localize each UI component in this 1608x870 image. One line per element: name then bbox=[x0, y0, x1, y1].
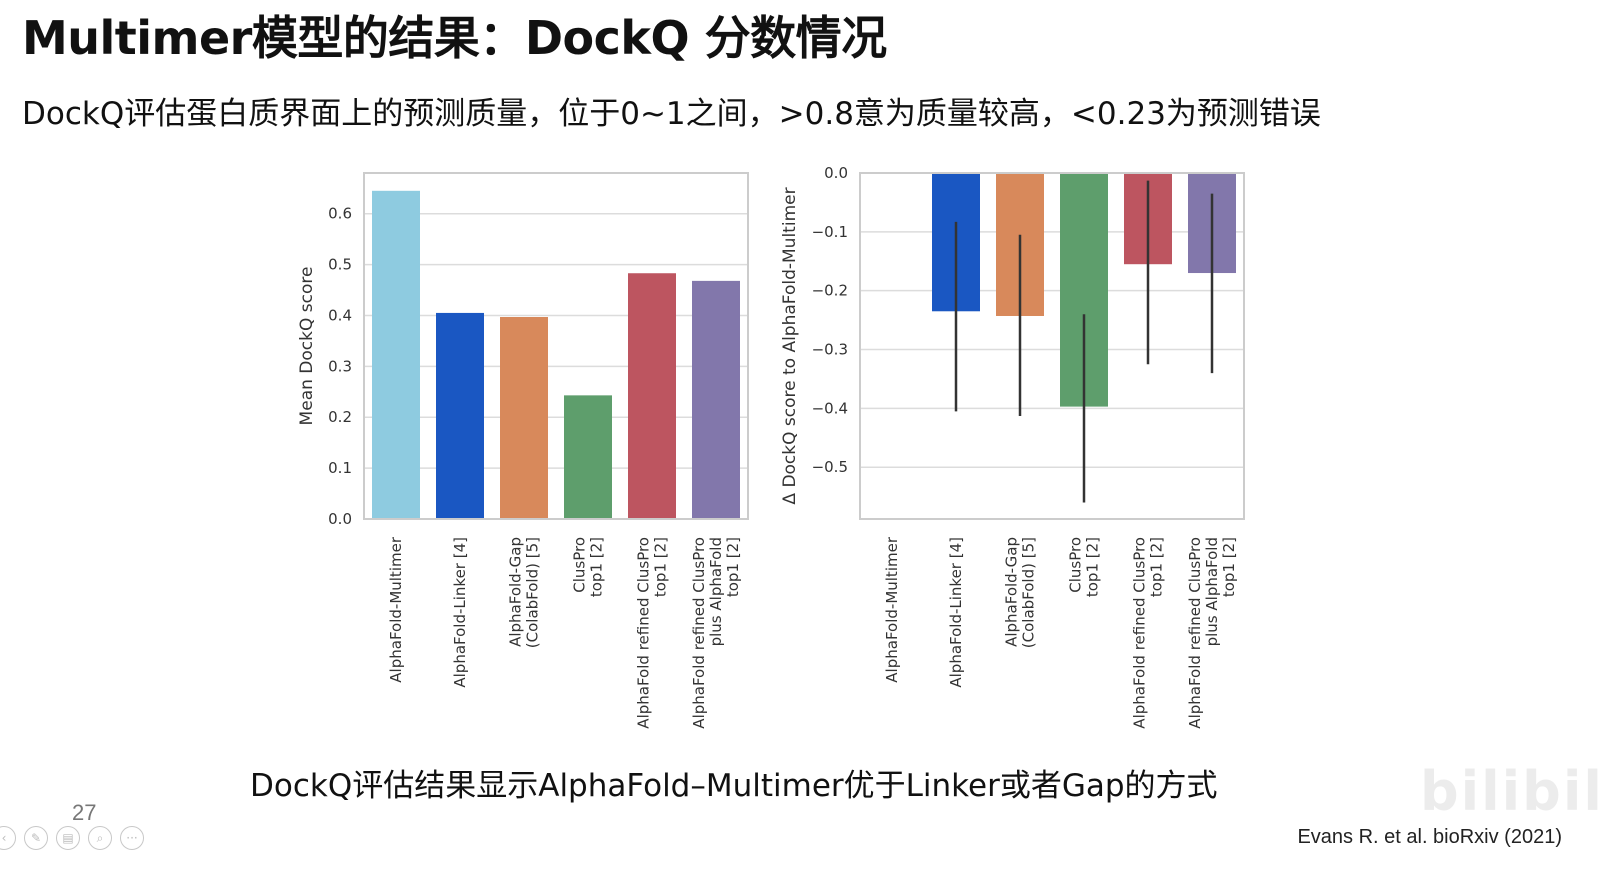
x-category-label: top1 [2] bbox=[724, 537, 742, 597]
x-category-label: (ColabFold) [5] bbox=[524, 537, 542, 648]
delta-dockq-chart: 0.0 −0.1 −0.2 −0.3 −0.4 −0.5 AlphaFold-Multime… bbox=[780, 164, 1245, 729]
x-category-label: AlphaFold refined ClusPro bbox=[690, 537, 708, 729]
x-category-label: top1 [2] bbox=[588, 537, 606, 597]
page-number: 27 bbox=[72, 800, 97, 825]
y-tick-label: 0.1 bbox=[328, 459, 352, 477]
y-tick-label: −0.2 bbox=[812, 282, 848, 300]
y-axis-label: Δ DockQ score to AlphaFold-Multimer bbox=[780, 187, 800, 504]
bar bbox=[372, 190, 420, 519]
bottom-caption: DockQ评估结果显示AlphaFold–Multimer优于Linker或者G… bbox=[250, 768, 1218, 804]
y-tick-label: −0.3 bbox=[812, 341, 848, 359]
bilibili-watermark: bilibili bbox=[1420, 760, 1608, 823]
slide-subtitle: DockQ评估蛋白质界面上的预测质量，位于0~1之间，>0.8意为质量较高，<0… bbox=[22, 96, 1321, 132]
y-tick-label: 0.4 bbox=[328, 306, 352, 324]
bar bbox=[692, 280, 740, 519]
y-tick-label: −0.4 bbox=[812, 399, 848, 417]
more-icon[interactable]: ··· bbox=[120, 826, 144, 850]
bar bbox=[564, 395, 612, 519]
y-tick-label: −0.5 bbox=[812, 458, 848, 476]
x-category-label: ClusPro bbox=[1067, 537, 1085, 593]
x-category-label: AlphaFold-Gap bbox=[1003, 537, 1021, 647]
y-tick-label: 0.5 bbox=[328, 256, 352, 274]
back-icon[interactable]: ‹ bbox=[0, 826, 16, 850]
slides-icon[interactable]: ▤ bbox=[56, 826, 80, 850]
y-tick-label: 0.0 bbox=[328, 510, 352, 528]
y-tick-label: 0.2 bbox=[328, 408, 352, 426]
plot-frame bbox=[363, 172, 749, 520]
x-category-label: plus AlphaFold bbox=[707, 537, 725, 646]
x-category-label: ClusPro bbox=[571, 537, 589, 593]
x-category-label: AlphaFold-Gap bbox=[507, 537, 525, 647]
y-tick-label: −0.1 bbox=[812, 223, 848, 241]
x-category-label: top1 [2] bbox=[652, 537, 670, 597]
slide-title: Multimer模型的结果：DockQ 分数情况 bbox=[22, 11, 887, 65]
x-category-label: AlphaFold-Linker [4] bbox=[947, 537, 965, 688]
y-tick-label: 0.6 bbox=[328, 205, 352, 223]
bar bbox=[436, 312, 484, 519]
x-category-label: AlphaFold refined ClusPro bbox=[1131, 537, 1149, 729]
x-category-label: AlphaFold-Multimer bbox=[387, 536, 405, 683]
x-category-label: AlphaFold refined ClusPro bbox=[1186, 537, 1204, 729]
plot-frame bbox=[859, 172, 1245, 520]
x-category-label: AlphaFold-Linker [4] bbox=[451, 537, 469, 688]
x-category-label: (ColabFold) [5] bbox=[1020, 537, 1038, 648]
x-category-label: plus AlphaFold bbox=[1203, 537, 1221, 646]
presentation-toolbar: ‹ ✎ ▤ ⌕ ··· bbox=[0, 826, 144, 850]
y-tick-label: 0.0 bbox=[824, 164, 848, 182]
zoom-icon[interactable]: ⌕ bbox=[88, 826, 112, 850]
x-category-label: top1 [2] bbox=[1084, 537, 1102, 597]
y-axis-label: Mean DockQ score bbox=[297, 267, 317, 426]
x-category-label: top1 [2] bbox=[1148, 537, 1166, 597]
citation: Evans R. et al. bioRxiv (2021) bbox=[1297, 826, 1562, 848]
x-category-label: AlphaFold refined ClusPro bbox=[635, 537, 653, 729]
bar bbox=[628, 273, 676, 519]
y-tick-label: 0.3 bbox=[328, 357, 352, 375]
x-category-label: top1 [2] bbox=[1220, 537, 1238, 597]
x-category-label: AlphaFold-Multimer bbox=[883, 536, 901, 683]
bar bbox=[500, 316, 548, 519]
mean-dockq-chart: 0.0 0.1 0.2 0.3 0.4 0.5 0.6 AlphaFold-Multimer A… bbox=[297, 172, 749, 729]
pen-icon[interactable]: ✎ bbox=[24, 826, 48, 850]
